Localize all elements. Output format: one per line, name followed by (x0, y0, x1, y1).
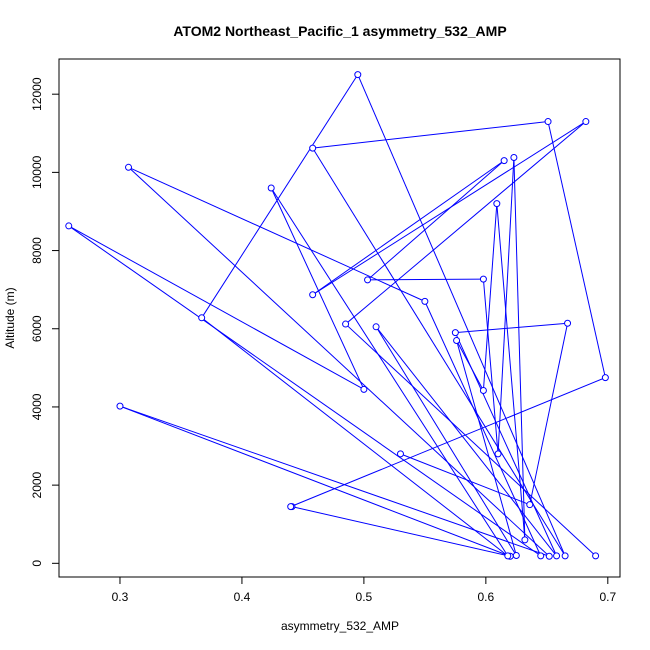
series-segment (482, 279, 499, 454)
data-point (521, 536, 529, 544)
series-segment (290, 377, 606, 508)
data-point (500, 157, 508, 165)
series-segment (128, 166, 550, 557)
series-segment (345, 323, 596, 557)
series-segment (375, 326, 557, 557)
x-axis: 0.3 0.4 0.5 0.6 0.7 (112, 576, 616, 604)
series-segment (68, 225, 542, 557)
data-point (553, 552, 561, 560)
series-layer (65, 71, 609, 560)
series-segment (375, 326, 517, 556)
series-segment (367, 278, 484, 281)
series-segment (513, 157, 526, 540)
data-point (421, 297, 429, 305)
data-point (372, 323, 380, 331)
data-point (451, 329, 459, 337)
series-segment (119, 405, 511, 557)
series-1 (309, 118, 600, 560)
chart-title: ATOM2 Northeast_Pacific_1 asymmetry_532_… (173, 23, 506, 39)
series-segment (529, 323, 569, 505)
series-segment (345, 121, 587, 325)
series-segment (357, 74, 566, 557)
data-point (601, 374, 609, 382)
series-segment (456, 340, 517, 556)
data-point (504, 552, 512, 560)
series-segment (270, 187, 365, 390)
data-point (582, 118, 590, 126)
x-tick-label: 0.7 (599, 590, 616, 604)
series-0 (65, 71, 609, 560)
y-axis: 0 2000 4000 6000 8000 10000 12000 (30, 77, 60, 567)
data-point (510, 154, 518, 162)
data-point (526, 501, 534, 509)
data-point (309, 144, 317, 152)
data-point (125, 163, 133, 171)
data-point (494, 450, 502, 458)
data-point (354, 71, 362, 79)
data-point (309, 291, 317, 299)
data-point (364, 276, 372, 284)
data-point (342, 320, 350, 328)
data-point (479, 387, 487, 395)
y-tick-label: 0 (30, 560, 44, 567)
data-point (65, 222, 73, 230)
series-segment (270, 187, 509, 557)
plot-frame (58, 58, 621, 578)
y-tick-label: 12000 (30, 77, 44, 111)
y-tick-label: 2000 (30, 471, 44, 498)
data-point (267, 184, 275, 192)
x-tick-label: 0.3 (112, 590, 129, 604)
series-segment (201, 74, 359, 319)
data-point (493, 200, 501, 208)
data-point (287, 503, 295, 511)
series-segment (312, 121, 549, 149)
data-point (592, 552, 600, 560)
series-segment (400, 453, 530, 506)
series-segment (547, 121, 606, 378)
series-segment (482, 203, 498, 391)
series-segment (455, 322, 568, 334)
y-tick-label: 4000 (30, 393, 44, 420)
data-point (512, 551, 520, 559)
data-point (479, 275, 487, 283)
data-point (116, 402, 124, 410)
data-point (453, 336, 461, 344)
x-tick-label: 0.4 (234, 590, 251, 604)
series-segment (496, 203, 526, 540)
data-point (360, 385, 368, 393)
data-point (545, 552, 553, 560)
series-segment (367, 160, 505, 281)
series-segment (201, 317, 509, 557)
series-segment (424, 301, 542, 557)
data-point (544, 118, 552, 126)
series-segment (291, 506, 511, 557)
x-tick-label: 0.6 (478, 590, 495, 604)
series-segment (128, 166, 426, 302)
y-axis-label: Altitude (m) (3, 287, 17, 348)
data-point (396, 450, 404, 458)
series-segment (68, 225, 365, 390)
series-segment (454, 332, 558, 557)
series-segment (312, 160, 505, 296)
data-point (564, 319, 572, 327)
x-tick-label: 0.5 (356, 590, 373, 604)
y-tick-label: 6000 (30, 315, 44, 342)
y-tick-label: 8000 (30, 237, 44, 264)
series-segment (119, 405, 550, 557)
series-segment (497, 157, 515, 454)
data-point (561, 552, 569, 560)
data-point (198, 314, 206, 322)
data-point (537, 552, 545, 560)
x-axis-label: asymmetry_532_AMP (281, 619, 399, 633)
y-tick-label: 10000 (30, 155, 44, 189)
